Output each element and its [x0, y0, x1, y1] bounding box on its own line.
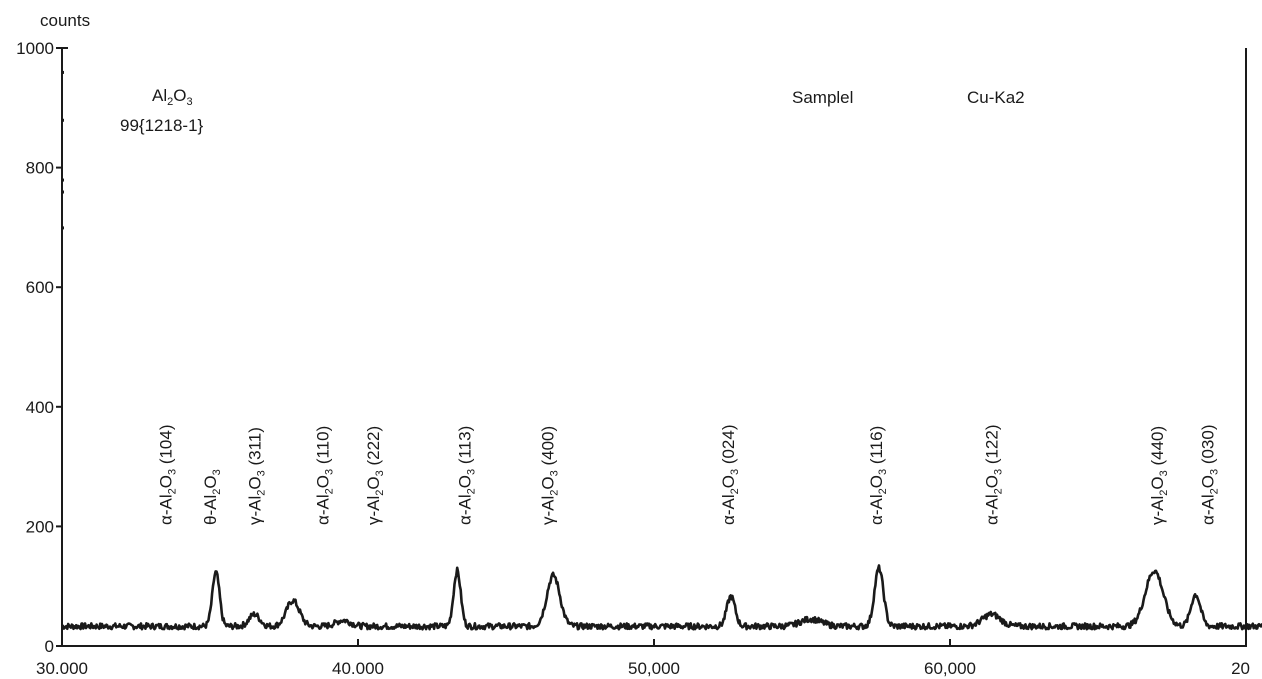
peak-label-11: α-Al2O3 (030) [1199, 424, 1221, 525]
svg-text:Al2O3: Al2O3 [152, 86, 193, 108]
phase-mid: O [173, 86, 186, 105]
x-tick-label-1: 40.000 [332, 659, 384, 678]
axes [61, 47, 1247, 647]
y-tick-label-4: 800 [26, 159, 54, 178]
y-tick-label-3: 600 [26, 278, 54, 297]
y-tick-label-0: 0 [45, 637, 54, 656]
y-tick-label-5: 1000 [16, 39, 54, 58]
axis-frame [61, 48, 1247, 647]
peak-label-10: γ-Al2O3 (440) [1148, 426, 1170, 525]
y-tick-label-1: 200 [26, 517, 54, 536]
y-axis-label: counts [40, 11, 90, 30]
y-tick-label-2: 400 [26, 398, 54, 417]
peak-label-0: α-Al2O3 (104) [157, 424, 179, 525]
y-minor-mark-4 [61, 226, 64, 230]
x-tick-label-2: 50,000 [628, 659, 680, 678]
peak-label-4: γ-Al2O3 (222) [364, 426, 386, 525]
peak-label-5: α-Al2O3 (113) [456, 426, 478, 525]
y-minor-mark-2 [61, 178, 64, 182]
y-minor-mark-3 [61, 190, 64, 194]
diffraction-trace [61, 564, 1262, 631]
x-tick-label-0: 30.000 [36, 659, 88, 678]
phase-id: 99{1218-1} [120, 116, 204, 135]
sample-label: Samplel [792, 88, 853, 107]
peak-label-1: θ-Al2O3 [201, 469, 223, 525]
peak-label-9: α-Al2O3 (122) [982, 424, 1004, 525]
phase-sub1: 2 [167, 96, 173, 108]
x-tick-label-3: 60,000 [924, 659, 976, 678]
x-tick-label-4: 20 [1231, 659, 1250, 678]
peak-labels: α-Al2O3 (104) θ-Al2O3 γ-Al2O3 (311) α-Al2O3… [157, 424, 1221, 525]
y-minor-mark-0 [61, 70, 64, 74]
peak-label-7: α-Al2O3 (024) [719, 424, 741, 525]
phase-base: Al [152, 86, 167, 105]
peak-label-8: α-Al2O3 (116) [867, 426, 889, 525]
y-ticks: 0 200 400 600 800 1000 [16, 39, 64, 656]
peak-label-3: α-Al2O3 (110) [313, 426, 335, 525]
y-minor-mark-1 [61, 118, 64, 122]
radiation-label: Cu-Ka2 [967, 88, 1025, 107]
peak-label-2: γ-Al2O3 (311) [245, 427, 267, 525]
phase-annotation: Al2O3 99{1218-1} [120, 86, 204, 135]
x-ticks: 30.000 40.000 50,000 60,000 20 [36, 639, 1250, 678]
phase-sub2: 3 [186, 96, 192, 108]
peak-label-6: γ-Al2O3 (400) [538, 426, 560, 525]
